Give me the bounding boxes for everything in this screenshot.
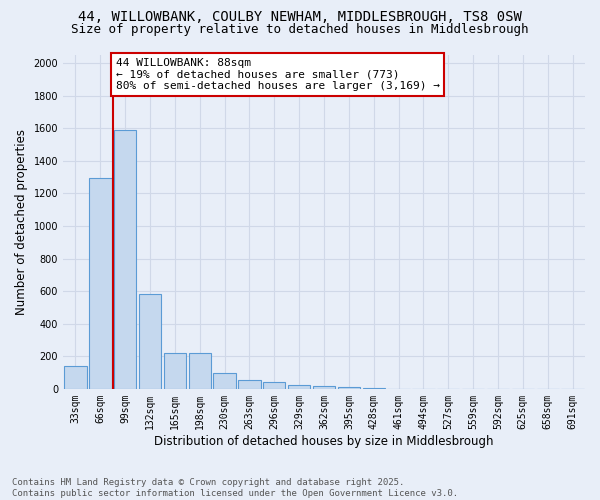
Bar — [188, 353, 211, 389]
Text: Size of property relative to detached houses in Middlesbrough: Size of property relative to detached ho… — [71, 22, 529, 36]
Bar — [64, 366, 86, 389]
Bar — [114, 130, 136, 389]
Bar — [139, 294, 161, 389]
Text: Contains HM Land Registry data © Crown copyright and database right 2025.
Contai: Contains HM Land Registry data © Crown c… — [12, 478, 458, 498]
Bar — [338, 387, 360, 389]
Text: 44 WILLOWBANK: 88sqm
← 19% of detached houses are smaller (773)
80% of semi-deta: 44 WILLOWBANK: 88sqm ← 19% of detached h… — [116, 58, 440, 91]
Bar — [288, 385, 310, 389]
Bar — [313, 386, 335, 389]
Bar — [214, 372, 236, 389]
Y-axis label: Number of detached properties: Number of detached properties — [15, 129, 28, 315]
X-axis label: Distribution of detached houses by size in Middlesbrough: Distribution of detached houses by size … — [154, 434, 494, 448]
Bar — [164, 353, 186, 389]
Bar — [362, 388, 385, 389]
Bar — [238, 380, 260, 389]
Bar — [263, 382, 286, 389]
Bar — [89, 178, 112, 389]
Text: 44, WILLOWBANK, COULBY NEWHAM, MIDDLESBROUGH, TS8 0SW: 44, WILLOWBANK, COULBY NEWHAM, MIDDLESBR… — [78, 10, 522, 24]
